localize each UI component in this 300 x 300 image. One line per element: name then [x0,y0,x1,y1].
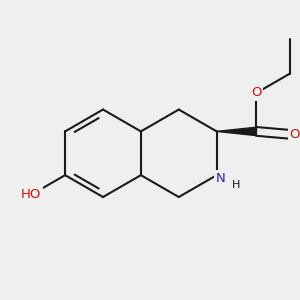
Text: O: O [251,86,262,99]
Text: O: O [251,86,262,99]
Text: H: H [231,180,240,190]
Text: HO: HO [21,188,41,201]
Text: O: O [290,128,300,141]
Text: O: O [290,128,300,141]
Polygon shape [217,127,256,136]
Text: N: N [215,172,225,184]
Text: N: N [215,172,225,184]
Text: HO: HO [21,188,41,201]
